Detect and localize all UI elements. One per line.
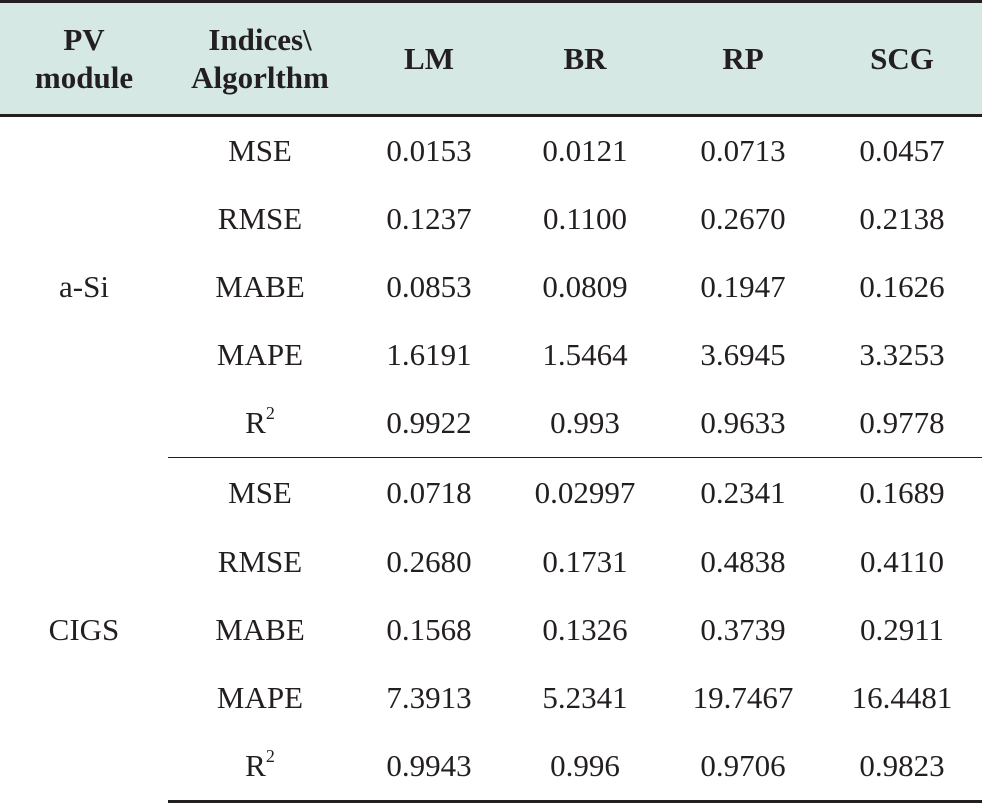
value-cell: 0.2680 (386, 544, 472, 579)
table-row: CIGS MSE 0.0718 0.02997 0.2341 0.1689 (0, 458, 982, 647)
value-cell: 0.9823 (822, 732, 982, 803)
value-cell: 0.4838 (700, 544, 786, 579)
header-pv-module-line-1: PV (63, 21, 105, 57)
table-row: MAPE 7.3913 5.2341 19.7467 16.4481 (0, 664, 982, 732)
value-cell: 16.4481 (851, 680, 953, 715)
value-cell: 3.3253 (859, 337, 945, 372)
index-name-text: MSE (228, 475, 292, 510)
index-name-cell: MSE (168, 458, 352, 529)
value-cell: 0.1626 (859, 269, 945, 304)
value-cell: 5.2341 (542, 680, 628, 715)
index-name-cell: MABE (168, 596, 352, 664)
value-cell: 1.6191 (386, 337, 472, 372)
value-cell: 0.2670 (700, 201, 786, 236)
module-name-cell: a-Si (59, 269, 109, 305)
index-name-cell: RMSE (168, 185, 352, 253)
value-cell: 0.02997 (534, 475, 636, 510)
value-cell: 0.1731 (542, 544, 628, 579)
value-cell: 19.7467 (692, 680, 794, 715)
index-name-text: RMSE (217, 544, 303, 579)
header-lm: LM (352, 0, 506, 117)
value-cell: 0.2911 (859, 612, 945, 647)
header-indices-algorithm: Indices\ Algorlthm (168, 0, 352, 117)
value-cell: 0.4110 (859, 544, 945, 579)
index-superscript: 2 (265, 746, 275, 766)
value-cell: 0.9943 (352, 732, 506, 803)
value-cell: 0.1100 (542, 201, 628, 236)
value-cell: 0.9922 (352, 389, 506, 458)
table-row: R2 0.9922 0.993 0.9633 0.9778 (0, 389, 982, 458)
module-group-cigs: CIGS MSE 0.0718 0.02997 0.2341 0.1689 RMSE 0.26… (0, 458, 982, 803)
value-cell: 7.3913 (386, 680, 472, 715)
header-pv-module: PV module (0, 0, 168, 117)
index-name-cell: MSE (168, 116, 352, 186)
value-cell: 0.0713 (700, 133, 786, 168)
index-name-text: MABE (215, 269, 305, 304)
index-name-text: R (245, 748, 266, 783)
value-cell: 0.0153 (386, 133, 472, 168)
value-cell: 3.6945 (700, 337, 786, 372)
value-cell: 0.1237 (386, 201, 472, 236)
value-cell: 0.9778 (822, 389, 982, 458)
index-name-cell: R2 (168, 389, 352, 458)
table-row: RMSE 0.2680 0.1731 0.4838 0.4110 (0, 528, 982, 596)
value-cell: 0.0457 (859, 133, 945, 168)
value-cell: 0.3739 (700, 612, 786, 647)
header-indices-line-1: Indices\ (208, 21, 312, 57)
table-row: R2 0.9943 0.996 0.9706 0.9823 (0, 732, 982, 803)
value-cell: 0.0853 (386, 269, 472, 304)
value-cell: 0.0718 (386, 475, 472, 510)
value-cell: 0.2138 (859, 201, 945, 236)
module-group-a-si: a-Si MSE 0.0153 0.0121 0.0713 0.0457 RMSE 0.123… (0, 116, 982, 458)
value-cell: 0.9633 (664, 389, 822, 458)
value-cell: 0.0121 (542, 133, 628, 168)
value-cell: 0.1326 (542, 612, 628, 647)
table-row: MABE 0.0853 0.0809 0.1947 0.1626 (0, 253, 982, 321)
header-br: BR (506, 0, 664, 117)
index-name-text: MABE (215, 612, 305, 647)
value-cell: 1.5464 (542, 337, 628, 372)
value-cell: 0.2341 (700, 475, 786, 510)
value-cell: 0.1689 (859, 475, 945, 510)
index-name-cell: MABE (168, 253, 352, 321)
header-scg: SCG (822, 0, 982, 117)
index-name-text: R (245, 405, 266, 440)
table-header: PV module Indices\ Algorlthm LM BR RP SC… (0, 0, 982, 117)
table-row: a-Si MSE 0.0153 0.0121 0.0713 0.0457 (0, 116, 982, 304)
table-row: MABE 0.1568 0.1326 0.3739 0.2911 (0, 596, 982, 664)
index-name-cell: MAPE (168, 664, 352, 732)
header-rp: RP (664, 0, 822, 117)
index-name-cell: MAPE (168, 321, 352, 389)
table-row: RMSE 0.1237 0.1100 0.2670 0.2138 (0, 185, 982, 253)
value-cell: 0.0809 (542, 269, 628, 304)
index-name-text: MAPE (216, 337, 304, 372)
value-cell: 0.1947 (700, 269, 786, 304)
index-name-text: MAPE (216, 680, 304, 715)
index-name-text: RMSE (217, 201, 303, 236)
index-name-text: MSE (228, 133, 292, 168)
index-name-cell: R2 (168, 732, 352, 803)
value-cell: 0.9706 (664, 732, 822, 803)
value-cell: 0.993 (506, 389, 664, 458)
header-row: PV module Indices\ Algorlthm LM BR RP SC… (0, 0, 982, 117)
header-pv-module-line-2: module (34, 59, 134, 95)
index-superscript: 2 (265, 403, 275, 423)
value-cell: 0.1568 (386, 612, 472, 647)
header-indices-line-2: Algorlthm (191, 59, 329, 95)
module-name-cell: CIGS (48, 611, 120, 647)
index-name-cell: RMSE (168, 528, 352, 596)
table-row: MAPE 1.6191 1.5464 3.6945 3.3253 (0, 321, 982, 389)
value-cell: 0.996 (506, 732, 664, 803)
